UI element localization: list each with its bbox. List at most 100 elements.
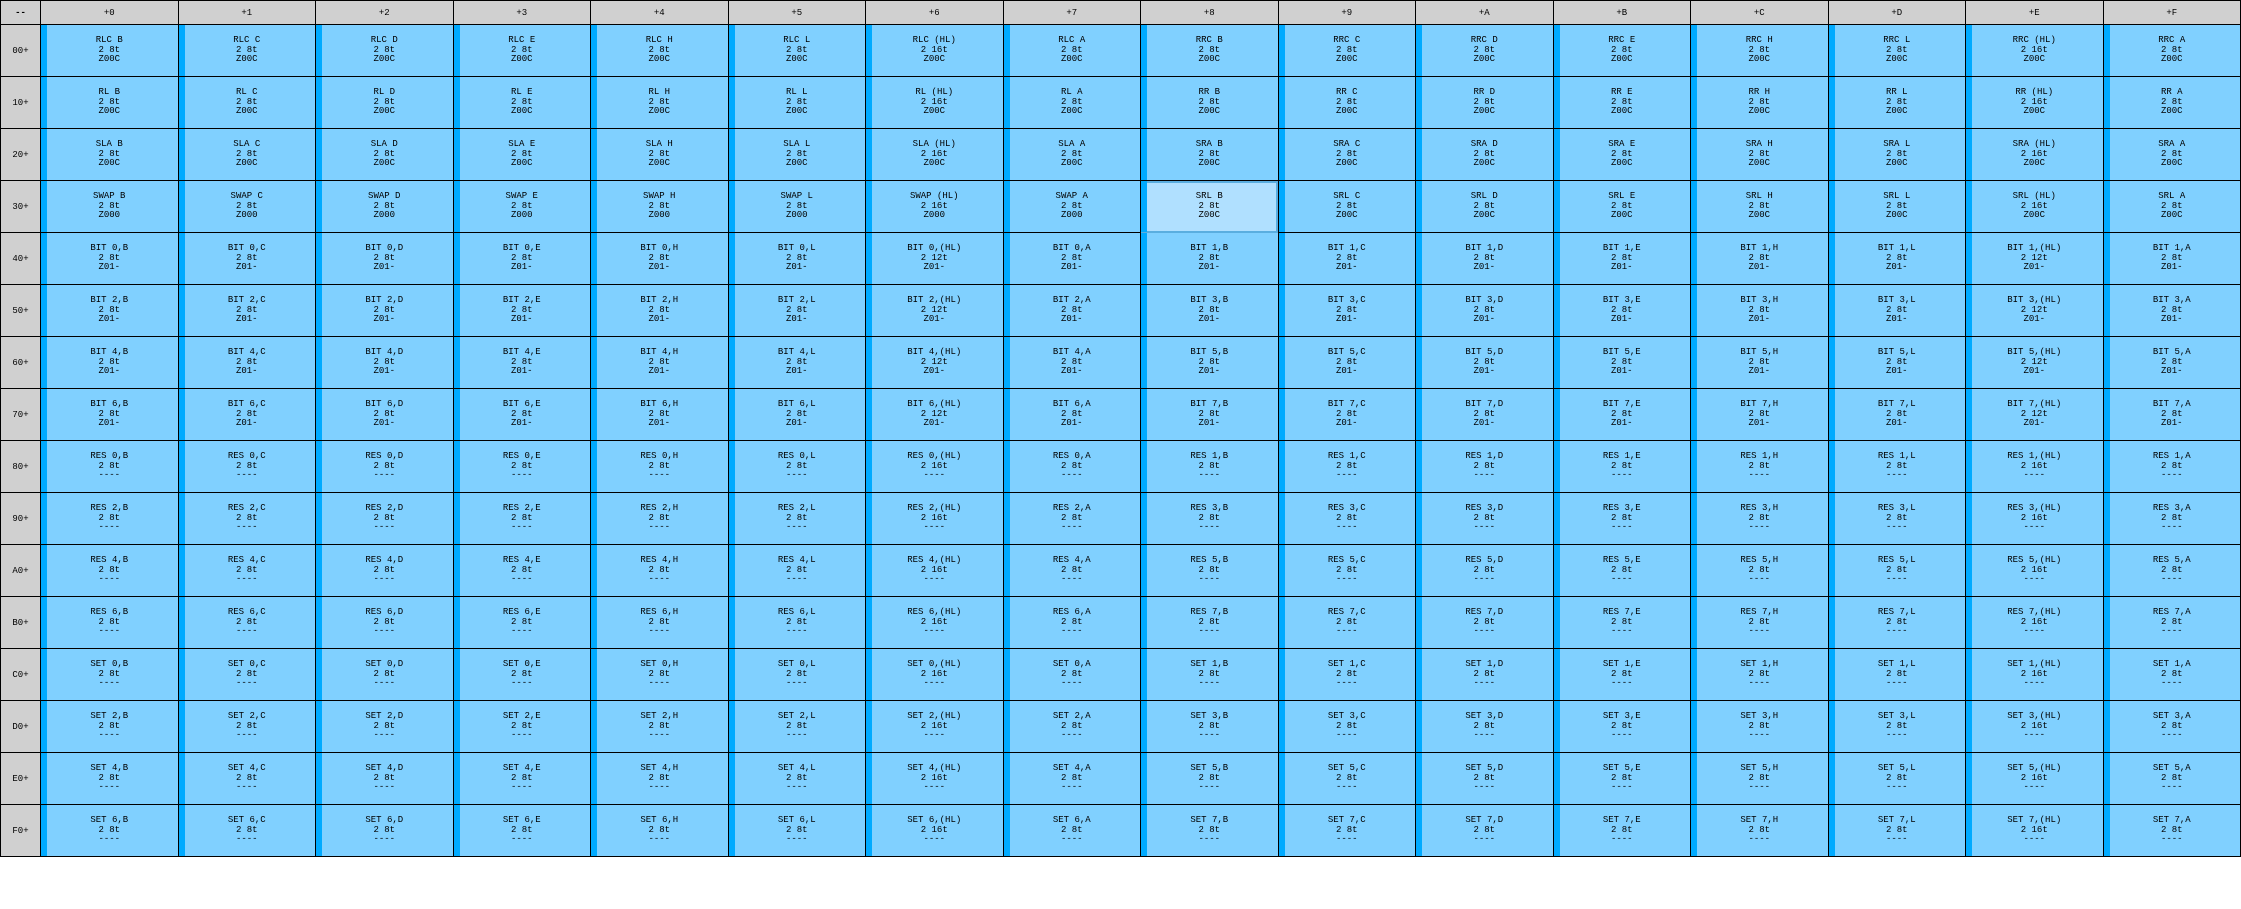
opcode-cell[interactable]: SET 3,B2 8t---- (1141, 701, 1279, 753)
opcode-cell[interactable]: SET 1,D2 8t---- (1416, 649, 1554, 701)
opcode-cell[interactable]: SET 2,B2 8t---- (41, 701, 179, 753)
opcode-cell[interactable]: RES 6,H2 8t---- (591, 597, 729, 649)
opcode-cell[interactable]: RES 6,L2 8t---- (728, 597, 866, 649)
opcode-cell[interactable]: BIT 0,D2 8tZ01- (316, 233, 454, 285)
opcode-cell[interactable]: SWAP C2 8tZ000 (178, 181, 316, 233)
opcode-cell[interactable]: SRA B2 8tZ00C (1141, 129, 1279, 181)
opcode-cell[interactable]: SET 4,E2 8t---- (453, 753, 591, 805)
opcode-cell[interactable]: RRC A2 8tZ00C (2103, 25, 2241, 77)
opcode-cell[interactable]: SET 0,C2 8t---- (178, 649, 316, 701)
opcode-cell[interactable]: BIT 1,(HL)2 12tZ01- (1966, 233, 2104, 285)
opcode-cell[interactable]: RES 3,L2 8t---- (1828, 493, 1966, 545)
opcode-cell[interactable]: BIT 5,B2 8tZ01- (1141, 337, 1279, 389)
opcode-cell[interactable]: SET 5,(HL)2 16t---- (1966, 753, 2104, 805)
opcode-cell[interactable]: RLC A2 8tZ00C (1003, 25, 1141, 77)
opcode-cell[interactable]: RES 6,D2 8t---- (316, 597, 454, 649)
opcode-cell[interactable]: BIT 5,C2 8tZ01- (1278, 337, 1416, 389)
opcode-cell[interactable]: RR (HL)2 16tZ00C (1966, 77, 2104, 129)
opcode-cell[interactable]: RES 3,B2 8t---- (1141, 493, 1279, 545)
opcode-cell[interactable]: RES 4,H2 8t---- (591, 545, 729, 597)
opcode-cell[interactable]: BIT 4,A2 8tZ01- (1003, 337, 1141, 389)
opcode-cell[interactable]: SET 0,H2 8t---- (591, 649, 729, 701)
opcode-cell[interactable]: BIT 2,B2 8tZ01- (41, 285, 179, 337)
opcode-cell[interactable]: SET 0,L2 8t---- (728, 649, 866, 701)
opcode-cell[interactable]: RES 2,(HL)2 16t---- (866, 493, 1004, 545)
opcode-cell[interactable]: SET 4,A2 8t---- (1003, 753, 1141, 805)
opcode-cell[interactable]: BIT 4,B2 8tZ01- (41, 337, 179, 389)
opcode-cell[interactable]: RES 0,C2 8t---- (178, 441, 316, 493)
opcode-cell[interactable]: SET 2,H2 8t---- (591, 701, 729, 753)
opcode-cell[interactable]: BIT 6,E2 8tZ01- (453, 389, 591, 441)
opcode-cell[interactable]: SET 3,L2 8t---- (1828, 701, 1966, 753)
opcode-cell[interactable]: RES 1,H2 8t---- (1691, 441, 1829, 493)
opcode-cell[interactable]: SET 5,D2 8t---- (1416, 753, 1554, 805)
opcode-cell[interactable]: SET 4,B2 8t---- (41, 753, 179, 805)
opcode-cell[interactable]: SWAP (HL)2 16tZ000 (866, 181, 1004, 233)
opcode-cell[interactable]: RES 2,L2 8t---- (728, 493, 866, 545)
opcode-cell[interactable]: RES 7,C2 8t---- (1278, 597, 1416, 649)
opcode-cell[interactable]: SRA D2 8tZ00C (1416, 129, 1554, 181)
opcode-cell[interactable]: SLA B2 8tZ00C (41, 129, 179, 181)
opcode-cell[interactable]: SET 6,A2 8t---- (1003, 805, 1141, 857)
opcode-cell[interactable]: SRA A2 8tZ00C (2103, 129, 2241, 181)
opcode-cell[interactable]: RES 4,A2 8t---- (1003, 545, 1141, 597)
opcode-cell[interactable]: RES 0,B2 8t---- (41, 441, 179, 493)
opcode-cell[interactable]: SET 7,L2 8t---- (1828, 805, 1966, 857)
opcode-cell[interactable]: SRA L2 8tZ00C (1828, 129, 1966, 181)
opcode-cell[interactable]: BIT 5,A2 8tZ01- (2103, 337, 2241, 389)
opcode-cell[interactable]: BIT 3,B2 8tZ01- (1141, 285, 1279, 337)
opcode-cell[interactable]: BIT 0,H2 8tZ01- (591, 233, 729, 285)
opcode-cell[interactable]: RES 4,L2 8t---- (728, 545, 866, 597)
opcode-cell[interactable]: SET 4,L2 8t---- (728, 753, 866, 805)
opcode-cell[interactable]: RES 5,B2 8t---- (1141, 545, 1279, 597)
opcode-cell[interactable]: SLA L2 8tZ00C (728, 129, 866, 181)
opcode-cell[interactable]: BIT 7,C2 8tZ01- (1278, 389, 1416, 441)
opcode-cell[interactable]: RES 1,A2 8t---- (2103, 441, 2241, 493)
opcode-cell[interactable]: SET 3,H2 8t---- (1691, 701, 1829, 753)
opcode-cell[interactable]: BIT 1,A2 8tZ01- (2103, 233, 2241, 285)
opcode-cell[interactable]: SLA E2 8tZ00C (453, 129, 591, 181)
opcode-cell[interactable]: SWAP B2 8tZ000 (41, 181, 179, 233)
opcode-cell[interactable]: SRL E2 8tZ00C (1553, 181, 1691, 233)
opcode-cell[interactable]: RES 4,(HL)2 16t---- (866, 545, 1004, 597)
opcode-cell[interactable]: SET 2,D2 8t---- (316, 701, 454, 753)
opcode-cell[interactable]: RES 1,(HL)2 16t---- (1966, 441, 2104, 493)
opcode-cell[interactable]: RES 7,L2 8t---- (1828, 597, 1966, 649)
opcode-cell[interactable]: SWAP D2 8tZ000 (316, 181, 454, 233)
opcode-cell[interactable]: SET 2,(HL)2 16t---- (866, 701, 1004, 753)
opcode-cell[interactable]: RR B2 8tZ00C (1141, 77, 1279, 129)
opcode-cell[interactable]: SET 0,D2 8t---- (316, 649, 454, 701)
opcode-cell[interactable]: SET 2,C2 8t---- (178, 701, 316, 753)
opcode-cell[interactable]: RL H2 8tZ00C (591, 77, 729, 129)
opcode-cell[interactable]: RES 5,A2 8t---- (2103, 545, 2241, 597)
opcode-cell[interactable]: SET 1,E2 8t---- (1553, 649, 1691, 701)
opcode-cell[interactable]: RES 6,(HL)2 16t---- (866, 597, 1004, 649)
opcode-cell[interactable]: BIT 0,E2 8tZ01- (453, 233, 591, 285)
opcode-cell[interactable]: RES 3,C2 8t---- (1278, 493, 1416, 545)
opcode-cell[interactable]: SET 6,L2 8t---- (728, 805, 866, 857)
opcode-cell[interactable]: SRL L2 8tZ00C (1828, 181, 1966, 233)
opcode-cell[interactable]: RES 3,A2 8t---- (2103, 493, 2241, 545)
opcode-cell[interactable]: RRC H2 8tZ00C (1691, 25, 1829, 77)
opcode-cell[interactable]: BIT 3,H2 8tZ01- (1691, 285, 1829, 337)
opcode-cell[interactable]: SET 6,C2 8t---- (178, 805, 316, 857)
opcode-cell[interactable]: RES 2,H2 8t---- (591, 493, 729, 545)
opcode-cell[interactable]: BIT 6,A2 8tZ01- (1003, 389, 1141, 441)
opcode-cell[interactable]: SLA C2 8tZ00C (178, 129, 316, 181)
opcode-cell[interactable]: BIT 2,E2 8tZ01- (453, 285, 591, 337)
opcode-cell[interactable]: RES 1,L2 8t---- (1828, 441, 1966, 493)
opcode-cell[interactable]: SET 2,L2 8t---- (728, 701, 866, 753)
opcode-cell[interactable]: BIT 1,C2 8tZ01- (1278, 233, 1416, 285)
opcode-cell[interactable]: SRL A2 8tZ00C (2103, 181, 2241, 233)
opcode-cell[interactable]: BIT 3,A2 8tZ01- (2103, 285, 2241, 337)
opcode-cell[interactable]: SRA C2 8tZ00C (1278, 129, 1416, 181)
opcode-cell[interactable]: BIT 3,C2 8tZ01- (1278, 285, 1416, 337)
opcode-cell[interactable]: RLC E2 8tZ00C (453, 25, 591, 77)
opcode-cell[interactable]: SET 7,C2 8t---- (1278, 805, 1416, 857)
opcode-cell[interactable]: RES 3,(HL)2 16t---- (1966, 493, 2104, 545)
opcode-cell[interactable]: RES 4,B2 8t---- (41, 545, 179, 597)
opcode-cell[interactable]: BIT 4,L2 8tZ01- (728, 337, 866, 389)
opcode-cell[interactable]: SET 6,H2 8t---- (591, 805, 729, 857)
opcode-cell[interactable]: SRL C2 8tZ00C (1278, 181, 1416, 233)
opcode-cell[interactable]: BIT 7,B2 8tZ01- (1141, 389, 1279, 441)
